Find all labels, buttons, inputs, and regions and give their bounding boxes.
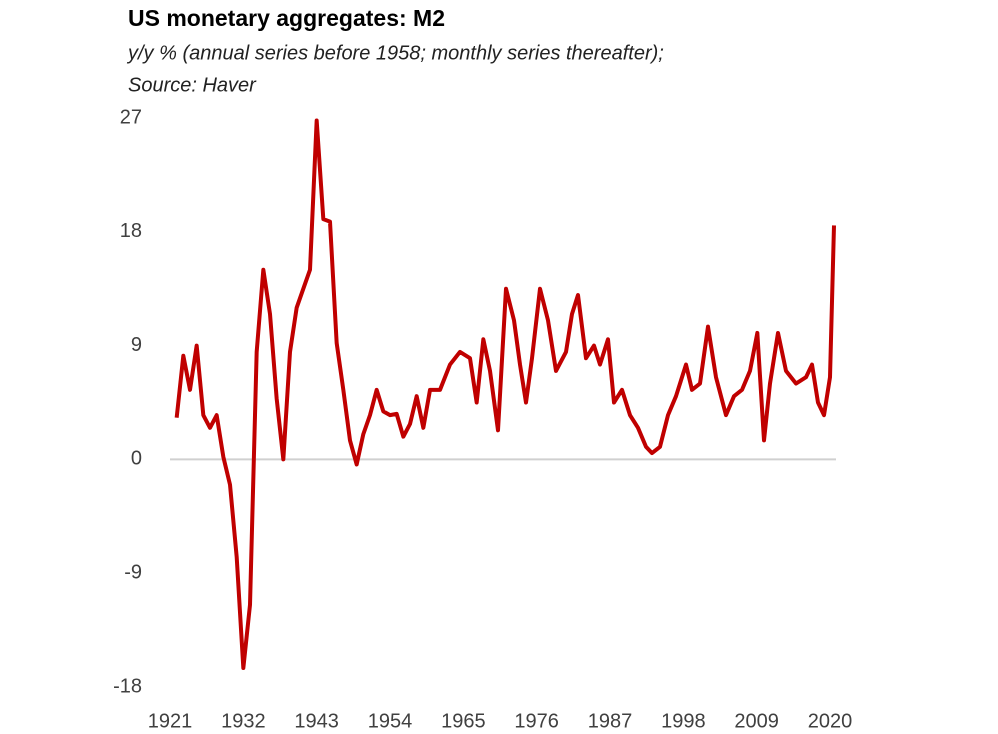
x-tick-label: 1965: [441, 710, 486, 732]
y-tick-label: 18: [120, 220, 142, 242]
x-tick-label: 2009: [734, 710, 779, 732]
x-tick-label: 1976: [514, 710, 559, 732]
y-tick-label: 9: [131, 334, 142, 356]
chart-title: US monetary aggregates: M2: [128, 5, 445, 31]
x-tick-label: 1921: [148, 710, 193, 732]
line-series: [174, 118, 836, 671]
y-tick-label: -18: [113, 675, 142, 697]
y-tick-label: 0: [131, 448, 142, 470]
x-tick-label: 1954: [368, 710, 413, 732]
chart-source: Source: Haver: [128, 74, 257, 96]
x-tick-label: 1932: [221, 710, 266, 732]
y-tick-label: -9: [124, 561, 142, 583]
x-tick-label: 1987: [588, 710, 633, 732]
y-tick-label: 27: [120, 106, 142, 128]
x-tick-label: 2020: [808, 710, 853, 732]
x-tick-label: 1998: [661, 710, 706, 732]
chart-subtitle: y/y % (annual series before 1958; monthl…: [126, 42, 664, 64]
x-tick-label: 1943: [294, 710, 339, 732]
